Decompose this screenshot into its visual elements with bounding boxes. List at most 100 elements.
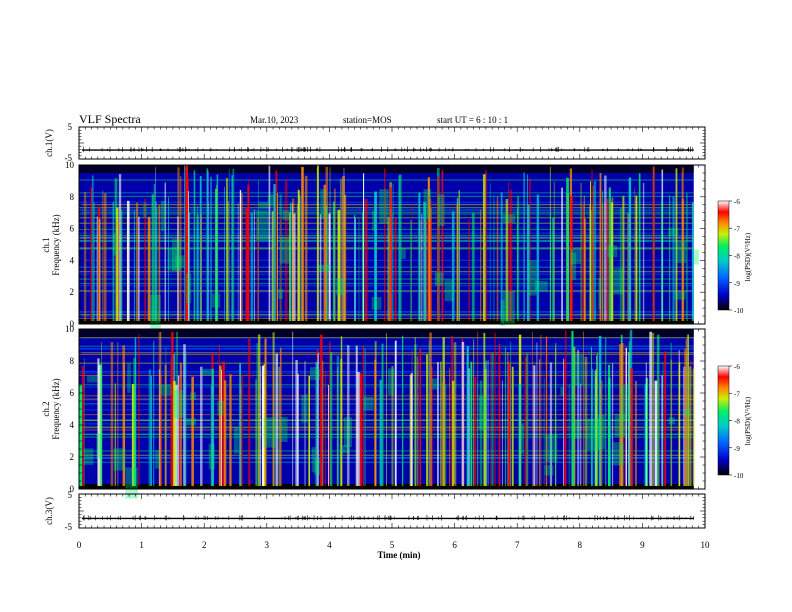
impulse-streak xyxy=(97,365,101,486)
emission-patch xyxy=(278,288,283,299)
impulse-streak xyxy=(681,171,683,321)
impulse-streak xyxy=(324,370,327,486)
impulse-streak xyxy=(206,168,209,321)
impulse-streak xyxy=(374,359,376,486)
impulse-streak xyxy=(115,220,117,321)
emission-patch xyxy=(171,238,182,271)
impulse-streak xyxy=(175,384,178,486)
emission-patch xyxy=(201,368,213,377)
impulse-streak xyxy=(662,362,664,486)
spectral-band xyxy=(79,234,694,236)
impulse-streak xyxy=(239,363,242,486)
impulse-streak xyxy=(326,205,328,321)
impulse-streak xyxy=(391,366,394,486)
impulse-streak xyxy=(223,380,227,486)
emission-patch xyxy=(159,384,172,396)
impulse-streak xyxy=(91,175,94,321)
impulse-streak xyxy=(686,193,688,321)
impulse-streak xyxy=(337,210,341,321)
impulse-streak xyxy=(430,207,432,321)
emission-patch xyxy=(233,427,239,454)
spectral-band xyxy=(79,259,694,261)
spectral-band xyxy=(79,457,694,459)
impulse-streak xyxy=(638,173,641,321)
emission-patch xyxy=(186,273,192,304)
ch3-ytick-top: 5 xyxy=(68,490,73,500)
impulse-streak xyxy=(466,345,469,486)
emission-patch xyxy=(211,293,221,308)
impulse-streak xyxy=(116,207,119,321)
spectral-band xyxy=(79,271,694,273)
ch1-colorbar-tick-labels: -6 -7 -8 -9 -10 xyxy=(729,198,744,315)
emission-patch xyxy=(502,214,516,224)
impulse-streak xyxy=(299,195,301,321)
impulse-streak xyxy=(268,165,271,321)
emission-patch xyxy=(320,188,326,219)
impulse-streak xyxy=(374,191,377,321)
impulse-streak xyxy=(245,207,249,321)
ch1-spectrogram-ylabel: Frequency (kHz) xyxy=(51,214,61,275)
impulse-streak xyxy=(165,346,167,486)
spectral-band xyxy=(79,204,694,206)
impulse-streak xyxy=(330,352,333,486)
impulse-streak xyxy=(227,201,229,321)
spectral-band xyxy=(79,291,694,293)
frequency-tick-label: 8 xyxy=(70,192,75,202)
impulse-streak xyxy=(81,365,85,486)
impulse-streak xyxy=(570,195,573,321)
impulse-streak xyxy=(211,368,214,486)
impulse-streak xyxy=(580,182,582,321)
impulse-streak xyxy=(379,379,382,486)
emission-patch xyxy=(343,417,353,447)
impulse-streak xyxy=(290,202,292,321)
impulse-streak xyxy=(591,347,593,486)
impulse-streak xyxy=(545,336,548,486)
impulse-streak xyxy=(255,379,257,486)
time-tick-label: 5 xyxy=(390,540,395,550)
impulse-streak xyxy=(540,335,542,486)
impulse-streak xyxy=(449,367,451,486)
ch1-waveform-ticks xyxy=(78,126,706,160)
ch1-spectrogram-panel: 0 2 4 6 8 10 ch.1 Frequency (kHz) xyxy=(41,160,706,330)
impulse-streak xyxy=(295,359,298,486)
impulse-streak xyxy=(496,196,499,321)
ch1-waveform-panel: 5 -5 ch.1(V) xyxy=(44,122,706,163)
impulse-streak xyxy=(277,193,278,321)
impulse-streak xyxy=(679,361,681,486)
impulse-streak xyxy=(427,177,430,321)
impulse-streak xyxy=(479,380,483,486)
impulse-streak xyxy=(247,179,250,321)
impulse-streak xyxy=(652,332,655,486)
impulse-streak xyxy=(150,375,152,486)
emission-patch xyxy=(125,467,138,499)
impulse-streak xyxy=(453,342,457,486)
ch2-colorbar-tick-labels: -6 -7 -8 -9 -10 xyxy=(729,363,744,480)
frequency-tick-label: 8 xyxy=(70,356,75,366)
impulse-streak xyxy=(692,368,695,486)
emission-patch xyxy=(309,367,320,381)
spectral-band xyxy=(79,348,694,350)
frequency-tick-label: 2 xyxy=(70,452,75,462)
ch2-spectrogram-ytick-labels: 0 2 4 6 8 10 xyxy=(65,324,75,494)
impulse-streak xyxy=(445,384,447,486)
impulse-streak xyxy=(99,364,103,486)
impulse-streak xyxy=(131,383,135,486)
emission-patch xyxy=(314,457,321,476)
emission-patch xyxy=(371,297,382,310)
impulse-streak xyxy=(627,212,630,321)
impulse-streak xyxy=(340,358,343,486)
ch1-waveform-ylabel: ch.1(V) xyxy=(44,129,54,157)
figure-title: VLF Spectra xyxy=(79,112,141,126)
impulse-streak xyxy=(480,209,482,321)
impulse-streak xyxy=(315,361,318,486)
impulse-streak xyxy=(584,218,586,321)
impulse-streak xyxy=(272,332,275,486)
ch1-colorbar-label: log(PSD)(V²/Hz) xyxy=(744,232,752,281)
emission-patch xyxy=(519,423,525,454)
colorbar-tick-label: -10 xyxy=(734,472,744,480)
impulse-streak xyxy=(597,353,599,486)
impulse-streak xyxy=(564,330,567,486)
spectral-band xyxy=(79,285,694,287)
impulse-streak xyxy=(364,199,368,321)
spectral-band xyxy=(79,195,694,197)
